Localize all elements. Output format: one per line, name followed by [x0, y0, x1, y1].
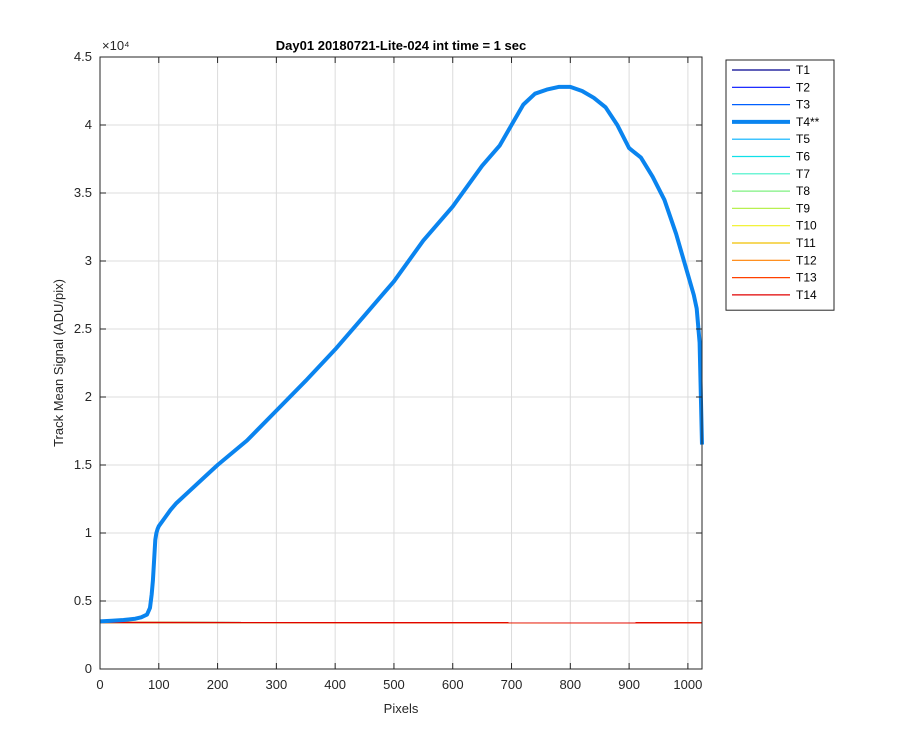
legend-label: T13 [796, 271, 817, 285]
y-tick-label: 0 [85, 661, 92, 676]
series-line-T4 [99, 84, 704, 624]
y-tick-label: 2.5 [74, 321, 92, 336]
y-exponent-label: ×10⁴ [102, 38, 130, 53]
x-tick-label: 600 [442, 677, 464, 692]
chart-title: Day01 20180721-Lite-024 int time = 1 sec [276, 38, 526, 53]
x-tick-label: 400 [324, 677, 346, 692]
legend-label: T8 [796, 184, 810, 198]
legend-label: T11 [796, 236, 816, 250]
x-tick-label: 200 [207, 677, 229, 692]
y-tick-label: 4 [85, 117, 92, 132]
x-tick-label: 900 [618, 677, 640, 692]
legend-label: T2 [796, 80, 810, 94]
y-tick-label: 3 [85, 253, 92, 268]
series-layer [99, 84, 704, 624]
x-tick-label: 100 [148, 677, 170, 692]
x-tick-label: 500 [383, 677, 405, 692]
legend-label: T12 [796, 253, 817, 267]
legend-label: T5 [796, 132, 810, 146]
plot-frame [99, 56, 703, 670]
legend-box [725, 59, 835, 311]
ticks: 0 100 200 300 400 500 600 700 800 900 1000 0 0.5 1 1.5… [74, 49, 702, 692]
legend-label: T10 [796, 219, 817, 233]
x-tick-label: 300 [266, 677, 288, 692]
x-tick-label: 1000 [673, 677, 702, 692]
plot-background [100, 57, 702, 669]
x-tick-label: 0 [96, 677, 103, 692]
legend-label: T4** [796, 115, 820, 129]
x-tick-label: 800 [559, 677, 581, 692]
x-tick-label: 700 [501, 677, 523, 692]
legend-label: T9 [796, 201, 810, 215]
y-tick-label: 2 [85, 389, 92, 404]
legend-label: T14 [796, 288, 817, 302]
legend-label: T1 [796, 63, 810, 77]
y-axis-label: Track Mean Signal (ADU/pix) [51, 279, 66, 447]
y-tick-label: 1 [85, 525, 92, 540]
legend-label: T7 [796, 167, 810, 181]
y-tick-label: 1.5 [74, 457, 92, 472]
legend-label: T6 [796, 150, 810, 164]
y-tick-label: 4.5 [74, 49, 92, 64]
legend: T1 T2 T3 T4** T5 T6 T7 T8 T9 T10 T11 T12 T13 T14 [725, 59, 835, 311]
y-tick-label: 3.5 [74, 185, 92, 200]
x-axis-label: Pixels [384, 701, 419, 716]
legend-label: T3 [796, 98, 810, 112]
y-tick-label: 0.5 [74, 593, 92, 608]
